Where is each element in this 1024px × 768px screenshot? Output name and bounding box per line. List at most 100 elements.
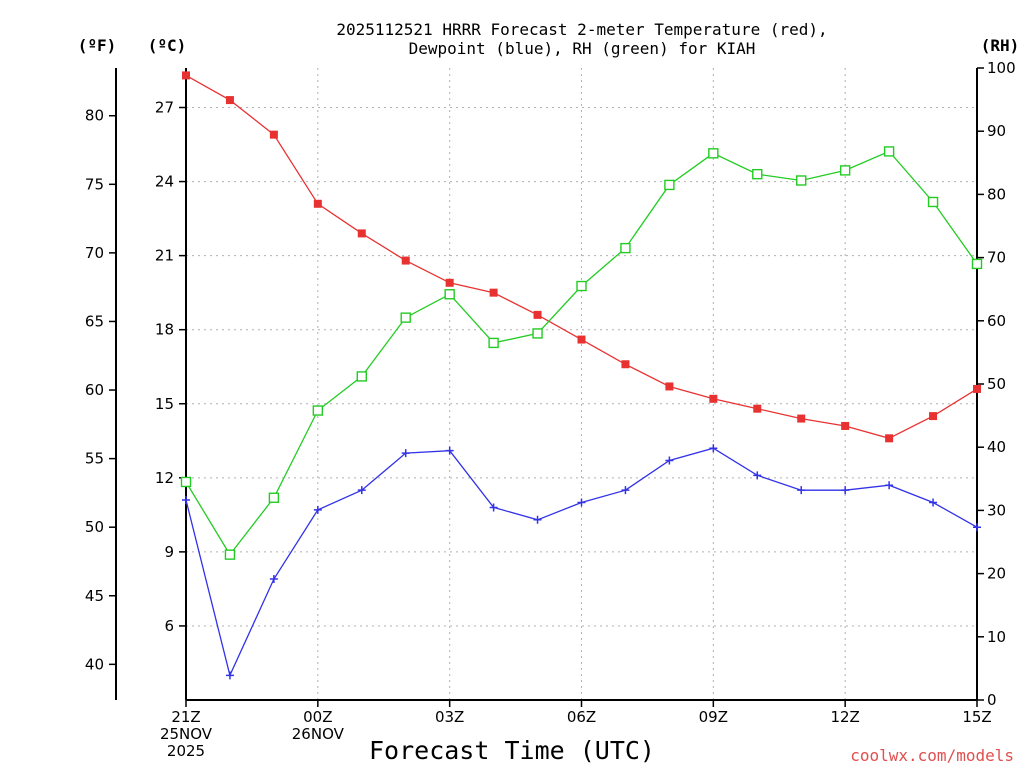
temperature-data-point [225, 96, 234, 105]
celsius-tick-label: 18 [155, 321, 174, 339]
rh-tick-label: 100 [987, 59, 1016, 77]
rh-data-point [883, 146, 895, 157]
temperature-data-point [797, 414, 806, 423]
temperature-data-point [973, 384, 981, 393]
celsius-tick-label: 15 [155, 395, 174, 413]
fahrenheit-tick-label: 50 [85, 518, 104, 536]
dewpoint-data-point [225, 671, 234, 680]
rh-data-point [971, 258, 983, 270]
data-series [180, 71, 983, 680]
fahrenheit-tick-label: 65 [85, 312, 104, 330]
temperature-data-point [665, 382, 674, 391]
temperature-data-point [401, 256, 410, 265]
celsius-tick-label: 27 [155, 99, 174, 117]
x-tick-label: 15Z [962, 708, 991, 726]
chart-title-line-2: Dewpoint (blue), RH (green) for KIAH [409, 39, 756, 58]
chart-title-line-1: 2025112521 HRRR Forecast 2-meter Tempera… [336, 20, 827, 39]
dewpoint-data-point [182, 496, 190, 505]
x-tick-label: 26NOV [292, 725, 345, 743]
rh-data-point [796, 175, 807, 186]
temperature-data-point [445, 278, 454, 287]
rh-tick-label: 70 [987, 249, 1006, 267]
rh-data-point [664, 179, 675, 191]
temperature-data-point [841, 421, 850, 430]
temperature-data-point [182, 71, 190, 80]
rh-data-point [488, 337, 499, 349]
fahrenheit-tick-label: 55 [85, 450, 104, 468]
rh-data-point [839, 165, 851, 176]
rh-data-point [927, 196, 939, 208]
temperature-data-point [269, 130, 278, 139]
x-tick-label: 12Z [830, 708, 859, 726]
dewpoint-data-point [533, 515, 542, 524]
x-tick-label: 00Z [303, 708, 332, 726]
fahrenheit-tick-label: 45 [85, 587, 104, 605]
dewpoint-data-point [885, 481, 894, 490]
rh-data-point [444, 289, 455, 300]
dewpoint-data-point [841, 486, 850, 495]
dewpoint-data-point [929, 498, 938, 507]
fahrenheit-tick-label: 70 [85, 244, 104, 262]
temperature-data-point [577, 335, 586, 344]
rh-unit-label: (RH) [981, 36, 1020, 55]
rh-data-point [224, 549, 236, 560]
rh-data-point [752, 168, 763, 180]
temperature-data-point [357, 229, 366, 238]
dewpoint-data-point [445, 446, 454, 455]
rh-data-point [708, 148, 719, 159]
dewpoint-data-point [665, 456, 674, 465]
x-tick-label: 21Z [171, 708, 200, 726]
rh-data-point [268, 492, 280, 503]
watermark-text: coolwx.com/models [850, 746, 1014, 765]
rh-tick-label: 40 [987, 438, 1006, 456]
x-tick-label: 06Z [567, 708, 596, 726]
fahrenheit-tick-label: 60 [85, 381, 104, 399]
dewpoint-data-point [577, 498, 586, 507]
rh-data-point [400, 312, 411, 323]
fahrenheit-tick-label: 80 [85, 107, 104, 125]
temperature-data-point [929, 412, 938, 421]
temperature-data-point [885, 434, 894, 443]
rh-data-point [532, 328, 543, 339]
rh-data-point [312, 405, 324, 416]
grid-lines [186, 68, 977, 700]
temperature-data-point [489, 288, 498, 297]
celsius-tick-label: 21 [155, 247, 174, 265]
temperature-data-point [313, 199, 322, 208]
tick-labels: 6 9 12 15 18 21 24 27 40 45 50 55 60 65 70 75 80 0 10 20 30 4… [85, 59, 1016, 760]
dewpoint-data-point [621, 486, 630, 495]
axes [109, 67, 984, 707]
x-tick-label: 09Z [699, 708, 728, 726]
celsius-tick-label: 6 [164, 617, 174, 635]
temperature-data-point [621, 360, 630, 369]
celsius-tick-label: 24 [155, 173, 174, 191]
rh-tick-label: 80 [987, 185, 1006, 203]
rh-tick-label: 0 [987, 691, 997, 709]
rh-tick-label: 20 [987, 565, 1006, 583]
dewpoint-data-point [709, 444, 718, 453]
rh-tick-label: 60 [987, 312, 1006, 330]
dewpoint-data-point [797, 486, 806, 495]
rh-data-point [576, 280, 587, 292]
temperature-data-point [709, 394, 718, 403]
celsius-unit-label: (ºC) [148, 36, 187, 55]
celsius-tick-label: 12 [155, 469, 174, 487]
x-tick-label: 25NOV [160, 725, 213, 743]
dewpoint-data-point [973, 523, 981, 532]
x-tick-label: 2025 [167, 742, 205, 760]
dewpoint-data-point [357, 486, 366, 495]
temperature-data-point [533, 310, 542, 319]
rh-data-point [356, 371, 367, 382]
rh-tick-label: 10 [987, 628, 1006, 646]
dewpoint-data-point [753, 471, 762, 480]
fahrenheit-tick-label: 40 [85, 655, 104, 673]
rh-tick-label: 30 [987, 501, 1006, 519]
rh-tick-label: 50 [987, 375, 1006, 393]
x-tick-label: 03Z [435, 708, 464, 726]
dewpoint-data-point [313, 505, 322, 514]
dewpoint-data-point [269, 575, 278, 584]
fahrenheit-unit-label: (ºF) [78, 36, 117, 55]
temperature-data-point [753, 404, 762, 413]
x-axis-label: Forecast Time (UTC) [369, 736, 655, 765]
